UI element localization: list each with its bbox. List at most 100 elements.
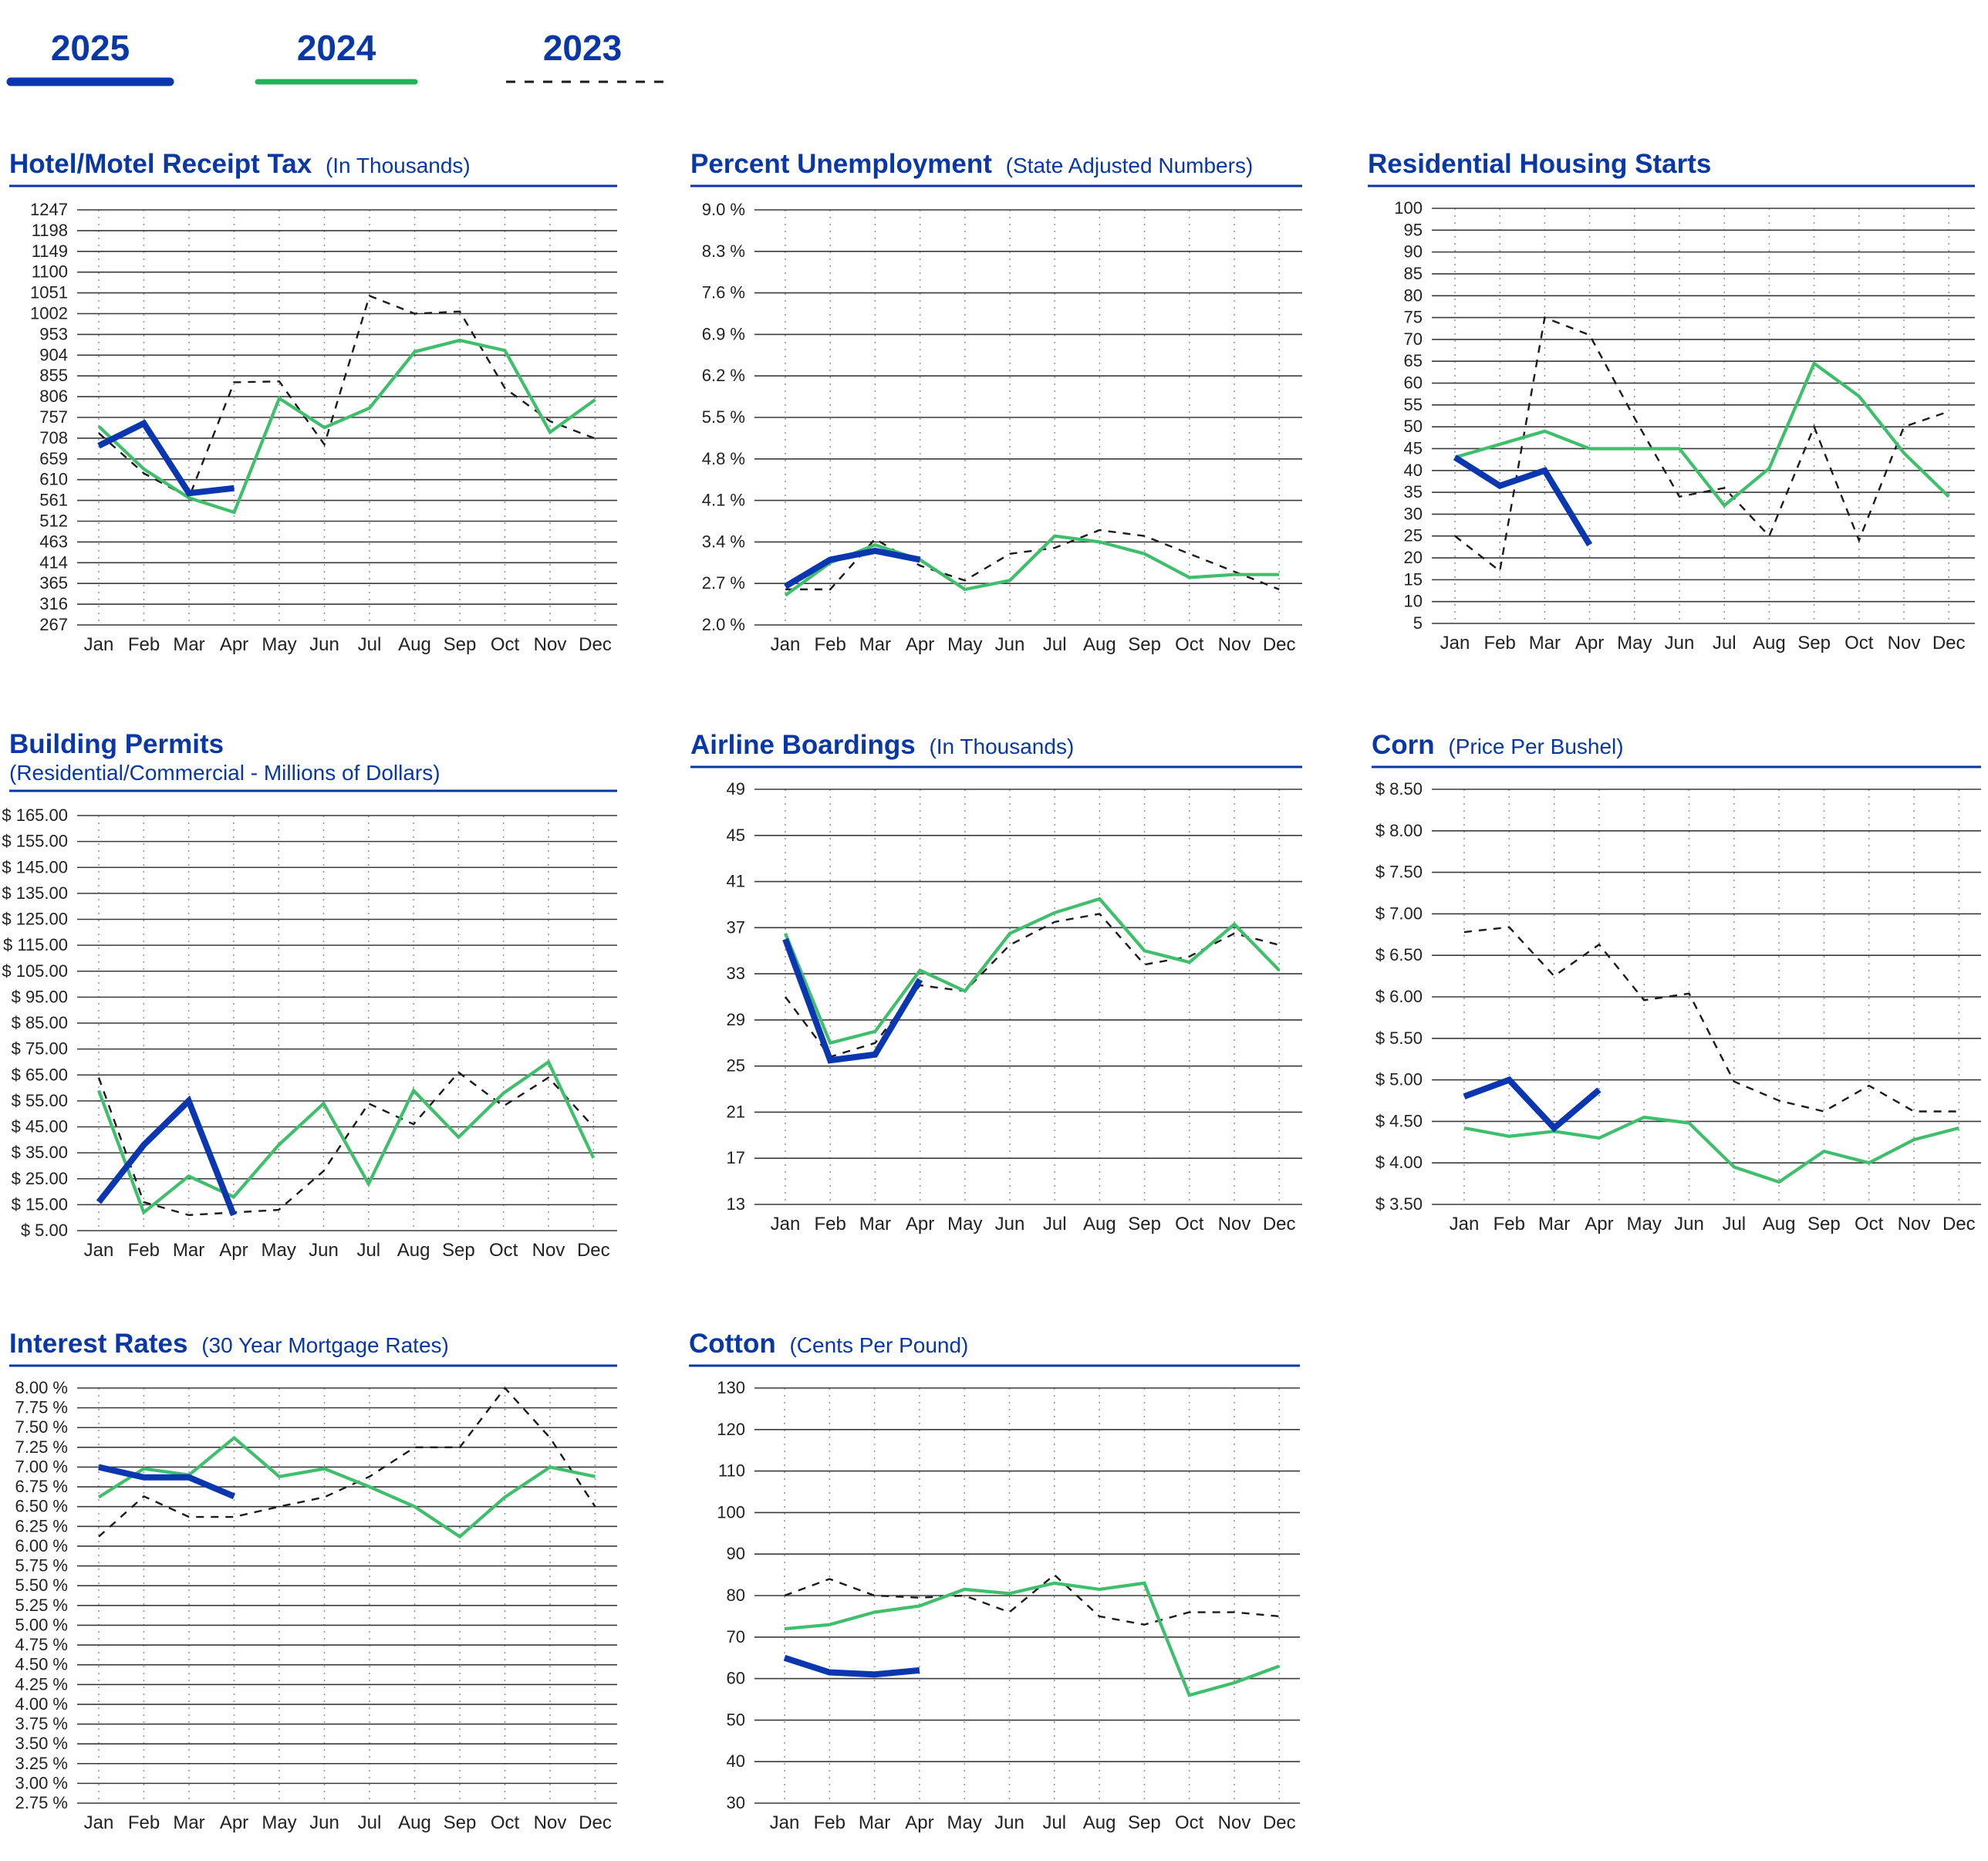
y-tick-label: 5.50 %	[15, 1576, 69, 1595]
y-tick-label: 37	[727, 917, 745, 937]
y-tick-label: $ 5.50	[1375, 1028, 1423, 1048]
y-tick-label: 1100	[32, 262, 68, 282]
y-tick-label: 463	[39, 532, 68, 551]
y-tick-label: 40	[727, 1751, 745, 1771]
chart-hotel-motel-tax: Hotel/Motel Receipt Tax (In Thousands) 1…	[9, 149, 617, 655]
x-tick-label: Dec	[1932, 633, 1966, 654]
x-tick-label: Dec	[1942, 1214, 1976, 1234]
series-line-2023	[97, 1071, 595, 1217]
x-tick-label: Sep	[444, 1812, 477, 1833]
chart-subtitle: (Price Per Bushel)	[1448, 735, 1623, 758]
x-tick-label: Jul	[1713, 633, 1737, 654]
series-line-2024	[784, 1581, 1281, 1697]
x-tick-label: Apr	[905, 1812, 933, 1833]
x-tick-label: Feb	[128, 634, 160, 655]
y-tick-label: 316	[39, 594, 68, 613]
chart-subtitle: (In Thousands)	[929, 735, 1074, 758]
chart-title: Percent Unemployment	[690, 149, 992, 179]
x-tick-label: Dec	[1263, 1812, 1296, 1833]
y-tick-label: 45	[1404, 438, 1423, 458]
y-tick-label: 610	[39, 470, 68, 489]
x-tick-label: Sep	[444, 634, 477, 655]
x-tick-label: May	[1627, 1214, 1662, 1234]
x-tick-label: Oct	[491, 1812, 520, 1833]
x-tick-label: Sep	[1128, 1812, 1161, 1833]
chart-subtitle: (Residential/Commercial - Millions of Do…	[9, 761, 440, 785]
y-tick-label: 6.75 %	[15, 1477, 69, 1496]
plot-area: 100 95 90 85 80 75 70 65 60 55 50 45 40 35 30 25 20 15 10 5…	[1394, 198, 1975, 654]
x-tick-label: Jan	[771, 1214, 801, 1234]
y-tick-label: $ 4.00	[1375, 1153, 1423, 1172]
y-tick-label: $ 125.00	[2, 910, 68, 929]
x-tick-label: Jun	[995, 634, 1025, 655]
svg-text:Percent Unemployment (St: Percent Unemployment (State Adjusted Num…	[690, 149, 1253, 179]
y-tick-label: 1198	[32, 221, 68, 240]
y-tick-label: 5	[1413, 613, 1423, 633]
y-tick-label: 3.75 %	[15, 1714, 69, 1734]
x-tick-label: Oct	[1175, 1812, 1204, 1833]
y-tick-label: 6.00 %	[15, 1536, 69, 1555]
series-line-2025	[783, 547, 921, 589]
series-line-2024	[97, 1435, 596, 1539]
x-tick-label: Apr	[1585, 1214, 1613, 1234]
series-line-2025	[97, 419, 235, 497]
y-tick-label: 30	[1404, 504, 1423, 523]
x-tick-label: May	[262, 1812, 296, 1833]
y-tick-label: $ 8.00	[1375, 821, 1423, 840]
y-tick-label: 20	[1404, 548, 1423, 567]
x-tick-label: Aug	[1763, 1214, 1796, 1234]
svg-text:Hotel/Motel Receipt Tax: Hotel/Motel Receipt Tax (In Thousands)	[9, 149, 471, 179]
y-tick-label: 855	[39, 366, 68, 385]
y-tick-label: 5.5 %	[702, 407, 745, 427]
y-tick-label: 5.25 %	[15, 1596, 69, 1615]
series-line-2024	[97, 338, 596, 515]
y-tick-label: 3.4 %	[702, 532, 745, 551]
y-tick-label: 65	[1404, 351, 1423, 370]
x-tick-label: Feb	[1494, 1214, 1525, 1234]
series-line-2025	[98, 1464, 236, 1500]
chart-residential-housing-starts: Residential Housing Starts 100 95 90 85 80 75…	[1368, 149, 1975, 654]
chart-percent-unemployment: Percent Unemployment (State Adjusted Num…	[690, 149, 1302, 655]
x-tick-label: Jan	[1440, 633, 1470, 654]
y-tick-label: $ 6.00	[1375, 987, 1423, 1006]
y-tick-label: 4.00 %	[15, 1694, 69, 1714]
legend-label-2023: 2023	[543, 28, 622, 68]
y-tick-label: 8.3 %	[702, 241, 745, 261]
y-tick-label: $ 25.00	[12, 1169, 68, 1188]
x-tick-label: Feb	[814, 1812, 845, 1833]
y-tick-label: $ 6.50	[1375, 945, 1423, 964]
y-tick-label: $ 65.00	[12, 1065, 68, 1084]
y-tick-label: 90	[727, 1544, 745, 1563]
x-tick-label: Dec	[577, 1240, 610, 1261]
y-tick-label: 35	[1404, 482, 1423, 502]
y-tick-label: 25	[1404, 526, 1423, 545]
x-tick-label: Jun	[994, 1812, 1024, 1833]
y-tick-label: 60	[727, 1669, 745, 1688]
x-tick-label: Dec	[1263, 1214, 1296, 1234]
y-tick-label: 45	[727, 826, 745, 845]
y-tick-label: $ 155.00	[2, 832, 68, 851]
y-tick-label: 1149	[32, 241, 68, 261]
x-tick-label: Feb	[815, 634, 846, 655]
series-line-2025	[1453, 454, 1593, 547]
y-tick-label: 365	[39, 573, 68, 593]
y-tick-label: $ 75.00	[12, 1039, 68, 1059]
x-tick-label: Sep	[442, 1240, 475, 1261]
y-tick-label: 7.75 %	[15, 1398, 69, 1417]
y-tick-label: 70	[727, 1627, 745, 1647]
chart-airline-boardings: Airline Boardings (In Thousands) 49 45 41 3…	[690, 730, 1302, 1234]
series-line-2023	[785, 529, 1280, 591]
y-tick-label: 41	[727, 872, 745, 891]
x-tick-label: Apr	[906, 1214, 934, 1234]
legend-label-2024: 2024	[297, 28, 376, 68]
y-tick-label: 757	[39, 407, 68, 427]
y-tick-label: 4.25 %	[15, 1674, 69, 1694]
y-tick-label: $ 115.00	[3, 935, 68, 954]
y-tick-label: 4.1 %	[702, 491, 745, 510]
series-line-2023	[98, 1386, 596, 1538]
series-line-2025	[782, 937, 923, 1064]
y-tick-label: 2.7 %	[702, 573, 745, 593]
x-tick-label: Sep	[1128, 634, 1161, 655]
